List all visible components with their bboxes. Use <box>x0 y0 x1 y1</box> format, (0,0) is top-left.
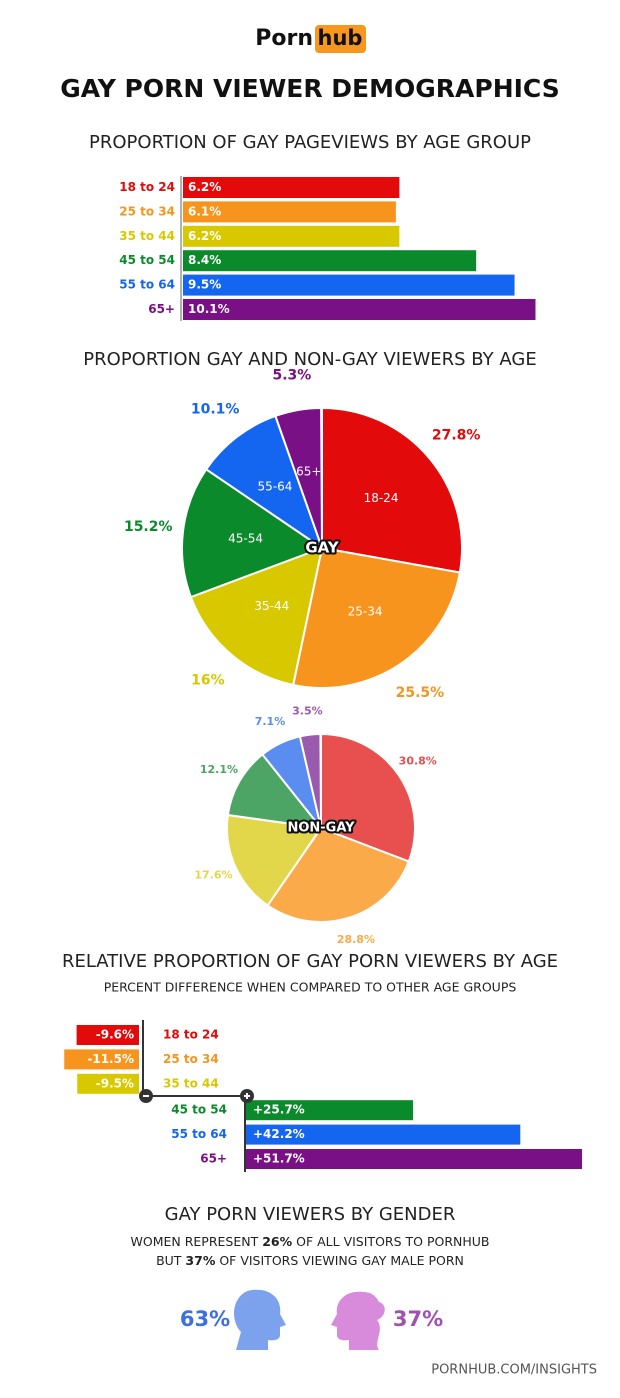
chart-title: PROPORTION OF GAY PAGEVIEWS BY AGE GROUP <box>89 132 531 153</box>
category-label: 35 to 44 <box>163 1076 219 1090</box>
bar <box>183 201 396 223</box>
value-label: 5.3% <box>272 368 311 384</box>
category-label: 65+ <box>148 302 175 316</box>
chart-subtitle: PERCENT DIFFERENCE WHEN COMPARED TO OTHE… <box>104 980 517 995</box>
value-label: 8.4% <box>188 253 221 267</box>
pie-slice <box>189 546 324 687</box>
value-label: 30.8% <box>399 754 437 767</box>
bar <box>246 1100 414 1121</box>
value-label: 6.2% <box>188 180 221 194</box>
value-label: -9.6% <box>96 1028 134 1042</box>
description-part: OF ALL VISITORS TO PORNHUB <box>292 1234 489 1249</box>
axis-line <box>142 1020 246 1172</box>
value-label: 28.8% <box>337 933 375 946</box>
value-label: -11.5% <box>87 1052 134 1066</box>
category-label: 25 to 34 <box>119 204 175 218</box>
bar <box>77 1073 139 1094</box>
category-label: 35 to 44 <box>119 229 175 243</box>
description-part: 37% <box>185 1253 215 1268</box>
bar <box>246 1124 521 1145</box>
center-label: NON-GAY <box>287 821 355 836</box>
value-label: 37% <box>393 1307 443 1331</box>
category-label: 18 to 24 <box>119 180 175 194</box>
value-label: 6.1% <box>188 204 221 218</box>
pie-slice <box>291 546 461 689</box>
chart-title: GAY PORN VIEWERS BY GENDER <box>165 1204 456 1225</box>
center-label: GAY <box>305 539 339 557</box>
slice-label: 55-64 <box>258 480 293 494</box>
category-label: 65+ <box>200 1152 227 1166</box>
bar <box>64 1049 139 1070</box>
category-label: 25 to 34 <box>163 1052 219 1066</box>
slice-label: 18-24 <box>364 491 399 505</box>
value-label: 10.1% <box>191 401 240 417</box>
value-label: 7.1% <box>255 715 286 728</box>
category-label: 45 to 54 <box>171 1103 227 1117</box>
value-label: 9.5% <box>188 278 221 292</box>
value-label: 15.2% <box>124 519 173 535</box>
pie-slice <box>274 406 323 549</box>
description: WOMEN REPRESENT 26% OF ALL VISITORS TO P… <box>131 1234 490 1249</box>
description: BUT 37% OF VISITORS VIEWING GAY MALE POR… <box>156 1253 464 1268</box>
head-icon <box>331 1291 385 1350</box>
value-label: +42.2% <box>253 1127 305 1141</box>
chart-title: PROPORTION GAY AND NON-GAY VIEWERS BY AG… <box>83 349 536 370</box>
chart-title: RELATIVE PROPORTION OF GAY PORN VIEWERS … <box>62 951 558 972</box>
bar <box>246 1149 583 1169</box>
pie-slice <box>266 826 411 923</box>
logo-box <box>315 25 366 53</box>
pie-slice <box>298 732 322 829</box>
footer: PORNHUB.COM/INSIGHTS <box>431 1363 597 1378</box>
pie-slice <box>320 732 416 863</box>
value-label: +25.7% <box>253 1103 305 1117</box>
value-label: 3.5% <box>292 704 323 717</box>
category-label: 55 to 64 <box>119 278 175 292</box>
bar <box>183 274 515 296</box>
head-icon <box>234 1289 286 1350</box>
description-part: WOMEN REPRESENT <box>131 1234 263 1249</box>
bar <box>76 1025 139 1045</box>
pie-slice <box>226 753 324 830</box>
pie-slice <box>204 414 324 551</box>
description-part: OF VISITORS VIEWING GAY MALE PORN <box>215 1253 464 1268</box>
value-label: 27.8% <box>432 428 481 444</box>
value-label: -9.5% <box>96 1076 134 1090</box>
value-label: +51.7% <box>253 1152 305 1166</box>
bar <box>183 250 477 272</box>
slice-label: 65+ <box>296 465 321 479</box>
value-label: 17.6% <box>194 868 232 881</box>
bar <box>183 177 400 198</box>
slice-label: 35-44 <box>254 599 289 613</box>
category-label: 55 to 64 <box>171 1127 227 1141</box>
pie-slice <box>226 813 323 907</box>
slice-label: 45-54 <box>228 531 263 545</box>
value-label: 63% <box>180 1307 230 1331</box>
pie-slice <box>181 467 325 599</box>
slice-label: 25-34 <box>348 604 383 618</box>
category-label: 18 to 24 <box>163 1028 219 1042</box>
pie-slice <box>321 406 463 574</box>
value-label: 16% <box>191 673 225 689</box>
description-part: BUT <box>156 1253 185 1268</box>
value-label: 6.2% <box>188 229 221 243</box>
description-part: 26% <box>262 1234 292 1249</box>
value-label: 10.1% <box>188 302 230 316</box>
category-label: 45 to 54 <box>119 253 175 267</box>
page-title: GAY PORN VIEWER DEMOGRAPHICS <box>60 74 560 103</box>
logo-right: hub <box>318 26 363 50</box>
value-label: 25.5% <box>396 685 445 701</box>
logo-left: Porn <box>255 26 313 51</box>
bar <box>183 299 536 320</box>
value-label: 12.1% <box>200 763 238 776</box>
bar <box>183 225 400 247</box>
